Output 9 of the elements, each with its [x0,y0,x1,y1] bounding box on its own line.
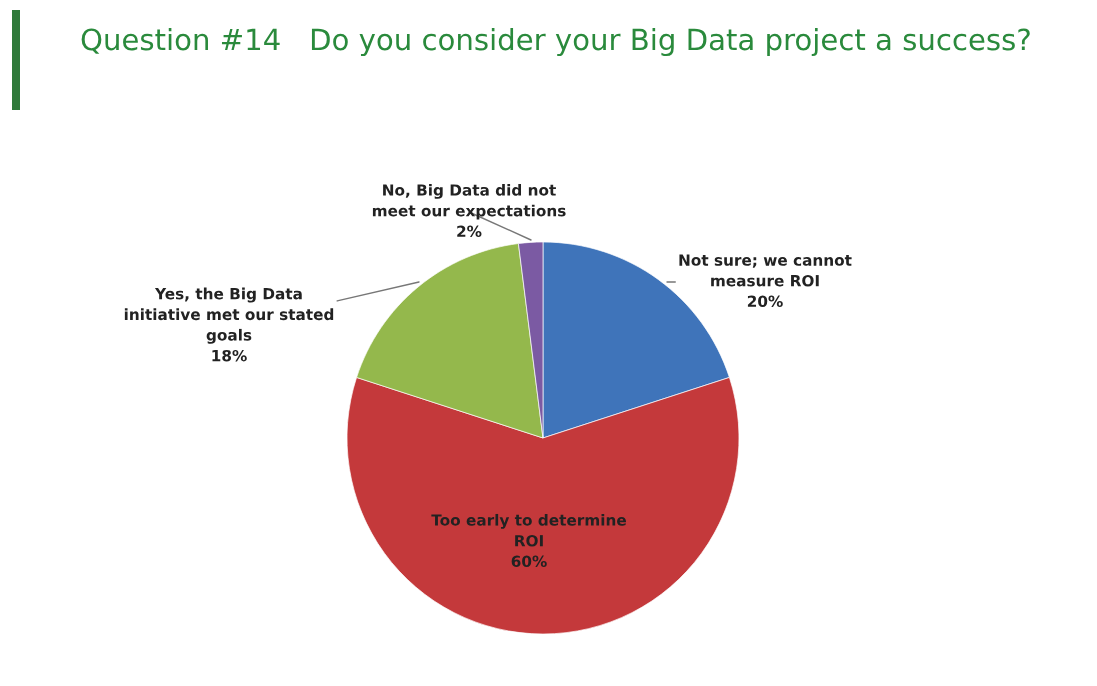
chart-title: Question #14 Do you consider your Big Data project a success? [81,27,1030,57]
slice-label: Not sure; we cannot measure ROI [679,254,852,287]
data-label: 18% [212,349,247,362]
data-label: 20% [747,295,783,308]
slice-label: Too early to determine ROI [431,513,626,547]
data-label: 2% [457,225,482,238]
slice-label: Yes, the Big Data initiative met our stated goals [124,287,334,344]
data-label: 60% [511,555,547,568]
slice-label: No, Big Data did not meet our expectations [372,183,566,220]
